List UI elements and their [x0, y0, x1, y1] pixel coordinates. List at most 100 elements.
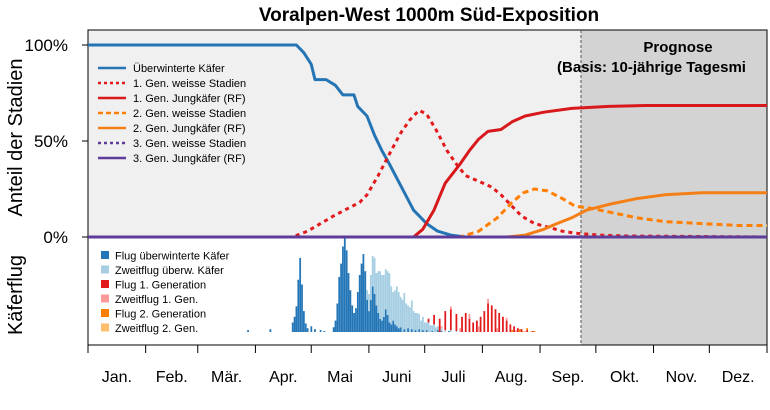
flight-bar — [399, 296, 402, 328]
flight-bar — [509, 324, 512, 332]
flight-bar — [388, 273, 391, 323]
flight-bar — [351, 305, 354, 332]
flight-bar — [397, 328, 400, 332]
series-line — [88, 43, 767, 239]
legend-line-label: 1. Gen. weisse Stadien — [133, 78, 246, 90]
flight-bar — [347, 273, 350, 332]
flight-bar — [407, 305, 409, 329]
flight-bar — [422, 316, 424, 331]
series-line — [88, 108, 768, 239]
flight-bar — [319, 330, 322, 332]
flight-bar — [433, 324, 435, 332]
flight-bar — [455, 331, 458, 332]
flight-bar — [513, 326, 515, 332]
legend-line-label: 3. Gen. weisse Stadien — [133, 138, 246, 150]
flight-bar — [295, 306, 298, 332]
flight-bar — [310, 326, 313, 332]
flight-bar — [382, 275, 385, 317]
x-tick-label: Jan. — [102, 369, 132, 386]
flight-bar — [477, 326, 480, 332]
flight-bar — [483, 311, 486, 332]
flight-bar — [468, 318, 471, 332]
flight-bar — [377, 271, 380, 313]
flight-bar — [487, 303, 489, 332]
flight-bar — [302, 311, 305, 332]
flight-bar — [412, 311, 415, 332]
flight-bar — [386, 314, 389, 332]
flight-bar — [461, 316, 463, 332]
flight-bar — [440, 328, 443, 332]
flight-bar — [353, 313, 355, 332]
flight-bar — [418, 329, 421, 332]
flight-bar — [533, 331, 536, 332]
legend-bar-label: Zweitflug 2. Gen. — [115, 323, 198, 335]
flight-bar — [336, 303, 339, 332]
y-axis-label-lower: Käferflug — [5, 255, 27, 335]
flight-bar — [436, 326, 439, 331]
flight-bar — [366, 299, 369, 332]
flight-bar — [464, 313, 467, 332]
flight-bar — [448, 331, 450, 332]
flight-bar — [314, 329, 316, 332]
flight-bar — [366, 290, 369, 300]
flight-bar — [444, 330, 447, 332]
plot-area-observed — [88, 30, 581, 237]
flight-bar — [332, 327, 335, 332]
flight-bar — [444, 311, 447, 331]
flight-bar — [429, 325, 432, 332]
flight-bar — [531, 331, 534, 332]
flight-bar — [502, 316, 504, 332]
flight-bar — [436, 330, 439, 332]
flight-bar — [425, 330, 428, 332]
legend-bar-swatch — [101, 294, 109, 303]
flight-bar — [392, 320, 395, 332]
flight-bar — [414, 330, 417, 332]
flight-bar — [455, 313, 458, 332]
flight-bar — [472, 322, 475, 332]
legend-bar-swatch — [101, 280, 109, 288]
flight-bar — [304, 323, 307, 332]
flight-bar — [334, 320, 337, 332]
flight-bar — [247, 330, 249, 332]
flight-bar — [440, 326, 443, 329]
legend-bar-label: Zweitflug 1. Gen. — [115, 294, 198, 306]
legend-bar-swatch — [101, 251, 109, 259]
flight-bar — [396, 286, 398, 327]
flight-bar — [433, 314, 435, 325]
flight-bar — [355, 308, 357, 332]
flight-bar — [345, 250, 348, 332]
flight-bar — [368, 311, 370, 332]
flight-bar — [416, 313, 419, 332]
legend-bar-label: Flug 2. Generation — [115, 309, 206, 321]
flight-bar — [358, 275, 361, 332]
flight-bar — [373, 257, 376, 294]
flight-bar — [431, 331, 434, 332]
legend-bar-swatch — [101, 309, 109, 317]
x-tick-label: Aug. — [495, 369, 528, 386]
flight-bar — [397, 292, 400, 329]
flight-bar — [475, 320, 478, 332]
flight-bar — [403, 293, 406, 330]
legend-bar-label: Flug überwinterte Käfer — [115, 251, 230, 263]
flight-bar — [384, 309, 387, 332]
flight-bar — [381, 275, 383, 321]
flight-bar — [342, 246, 344, 332]
flight-bar — [518, 329, 521, 332]
legend-line-label: 1. Gen. Jungkäfer (RF) — [133, 93, 246, 105]
flight-bar — [490, 305, 493, 332]
flight-bar — [438, 318, 441, 332]
flight-bar — [394, 324, 396, 332]
x-tick-label: Juli — [442, 369, 466, 386]
x-tick-label: Apr. — [269, 369, 297, 386]
x-tick-label: Juni — [382, 369, 411, 386]
flight-bar — [422, 330, 424, 332]
legend-line-label: 2. Gen. Jungkäfer (RF) — [133, 123, 246, 135]
legend-bar-label: Zweitflug überw. Käfer — [115, 265, 224, 277]
flight-bar — [390, 324, 393, 332]
flight-bar — [524, 331, 527, 332]
flight-bar — [407, 328, 409, 332]
flight-bar — [435, 327, 437, 332]
forecast-title: Prognose — [643, 39, 712, 56]
flight-bar — [379, 318, 382, 332]
